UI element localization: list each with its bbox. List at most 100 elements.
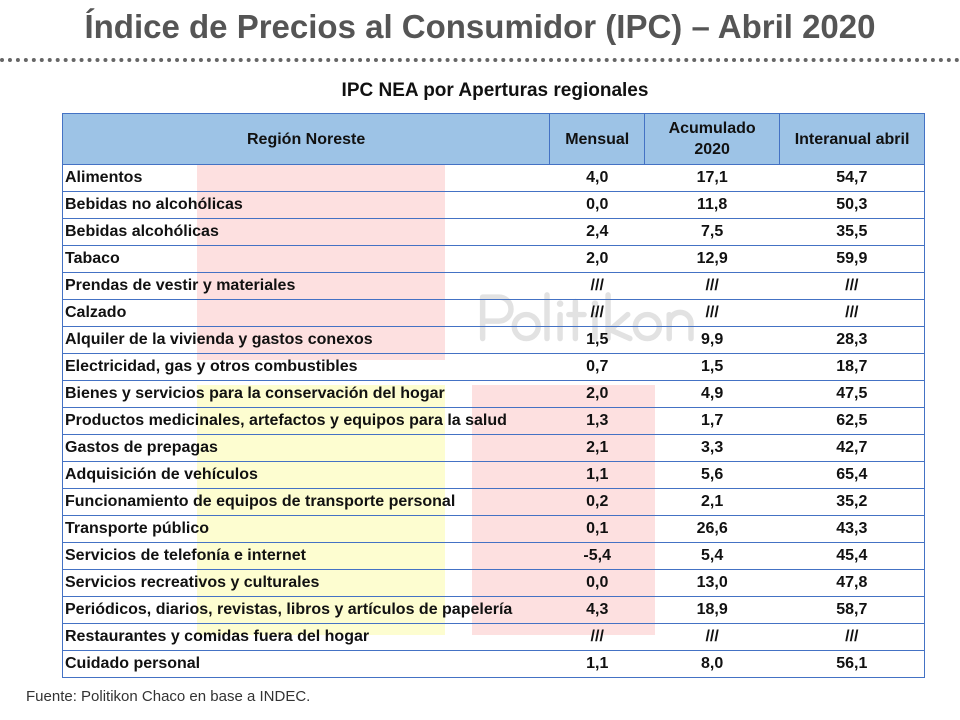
category-cell: Bienes y servicios para la conservación …	[61, 380, 550, 408]
interanual-cell: 50,3	[779, 191, 925, 219]
interanual-cell: 56,1	[779, 650, 925, 678]
acumulado-cell: 5,6	[644, 461, 780, 489]
acumulado-cell: 17,1	[644, 164, 780, 192]
header-interanual: Interanual abril	[779, 113, 925, 165]
table-title: IPC NEA por Aperturas regionales	[341, 80, 649, 101]
header-acumulado-label: Acumulado 2020	[668, 120, 756, 158]
interanual-cell: 42,7	[779, 434, 925, 462]
interanual-cell: 65,4	[779, 461, 925, 489]
table-row: Bienes y servicios para la conservación …	[61, 380, 925, 408]
acumulado-cell: 4,9	[644, 380, 780, 408]
acumulado-cell: ///	[644, 299, 780, 327]
acumulado-cell: 13,0	[644, 569, 780, 597]
source-note: Fuente: Politikon Chaco en base a INDEC.	[26, 688, 310, 705]
acumulado-cell: 1,7	[644, 407, 780, 435]
table-row: Tabaco 2,0 12,9 59,9	[61, 245, 925, 273]
mensual-cell: 2,0	[549, 245, 645, 273]
category-cell: Servicios de telefonía e internet	[61, 542, 550, 570]
table-row: Alquiler de la vivienda y gastos conexos…	[61, 326, 925, 354]
acumulado-cell: 9,9	[644, 326, 780, 354]
category-cell: Productos medicinales, artefactos y equi…	[61, 407, 550, 435]
interanual-cell: 18,7	[779, 353, 925, 381]
table-row: Cuidado personal 1,1 8,0 56,1	[61, 650, 925, 678]
mensual-cell: ///	[549, 299, 645, 327]
interanual-cell: 62,5	[779, 407, 925, 435]
page-title: Índice de Precios al Consumidor (IPC) – …	[84, 8, 876, 45]
table-row: Restaurantes y comidas fuera del hogar//…	[61, 623, 925, 651]
acumulado-cell: 2,1	[644, 488, 780, 516]
mensual-cell: 0,1	[549, 515, 645, 543]
table-row: Productos medicinales, artefactos y equi…	[61, 407, 925, 435]
category-cell: Adquisición de vehículos	[61, 461, 550, 489]
mensual-cell: -5,4	[549, 542, 645, 570]
acumulado-cell: ///	[644, 272, 780, 300]
mensual-cell: 1,5	[549, 326, 645, 354]
interanual-cell: 47,8	[779, 569, 925, 597]
table-row: Bebidas no alcohólicas 0,0 11,8 50,3	[61, 191, 925, 219]
table-row: Servicios recreativos y culturales 0,0 13,…	[61, 569, 925, 597]
mensual-cell: 4,0	[549, 164, 645, 192]
category-cell: Calzado	[61, 299, 550, 327]
interanual-cell: ///	[779, 272, 925, 300]
category-cell: Alimentos	[61, 164, 550, 192]
acumulado-cell: 12,9	[644, 245, 780, 273]
acumulado-cell: 11,8	[644, 191, 780, 219]
interanual-cell: 43,3	[779, 515, 925, 543]
category-cell: Periódicos, diarios, revistas, libros y …	[61, 596, 550, 624]
mensual-cell: 1,3	[549, 407, 645, 435]
mensual-cell: 2,4	[549, 218, 645, 246]
mensual-cell: 1,1	[549, 461, 645, 489]
table-row: Gastos de prepagas 2,1 3,3 42,7	[61, 434, 925, 462]
mensual-cell: ///	[549, 272, 645, 300]
mensual-cell: 0,7	[549, 353, 645, 381]
interanual-cell: ///	[779, 623, 925, 651]
interanual-cell: 35,5	[779, 218, 925, 246]
mensual-cell: 0,0	[549, 191, 645, 219]
category-cell: Prendas de vestir y materiales	[61, 272, 550, 300]
table-row: Prendas de vestir y materiales/////////	[61, 272, 925, 300]
interanual-cell: 45,4	[779, 542, 925, 570]
acumulado-cell: 3,3	[644, 434, 780, 462]
category-cell: Restaurantes y comidas fuera del hogar	[61, 623, 550, 651]
category-cell: Servicios recreativos y culturales	[61, 569, 550, 597]
header-mensual: Mensual	[549, 113, 646, 165]
interanual-cell: 47,5	[779, 380, 925, 408]
mensual-cell: 0,2	[549, 488, 645, 516]
mensual-cell: 2,1	[549, 434, 645, 462]
source-label: Fuente	[26, 688, 73, 705]
acumulado-cell: 7,5	[644, 218, 780, 246]
dotted-divider	[0, 58, 960, 62]
category-cell: Bebidas no alcohólicas	[61, 191, 550, 219]
interanual-cell: 54,7	[779, 164, 925, 192]
acumulado-cell: 1,5	[644, 353, 780, 381]
category-cell: Cuidado personal	[61, 650, 550, 678]
table-row: Calzado/////////	[61, 299, 925, 327]
category-cell: Electricidad, gas y otros combustibles	[61, 353, 550, 381]
source-text: : Politikon Chaco en base a INDEC.	[72, 688, 311, 705]
header-region: Región Noreste	[61, 113, 551, 165]
acumulado-cell: 8,0	[644, 650, 780, 678]
category-cell: Transporte público	[61, 515, 550, 543]
acumulado-cell: 5,4	[644, 542, 780, 570]
table-row: Adquisición de vehículos 1,1 5,6 65,4	[61, 461, 925, 489]
table-row: Bebidas alcohólicas 2,4 7,5 35,5	[61, 218, 925, 246]
acumulado-cell: 18,9	[644, 596, 780, 624]
category-cell: Alquiler de la vivienda y gastos conexos	[61, 326, 550, 354]
table-row: Transporte público 0,1 26,6 43,3	[61, 515, 925, 543]
ipc-table: Región Noreste Mensual Acumulado 2020 In…	[61, 113, 925, 678]
mensual-cell: 1,1	[549, 650, 645, 678]
category-cell: Tabaco	[61, 245, 550, 273]
table-row: Funcionamiento de equipos de transporte …	[61, 488, 925, 516]
acumulado-cell: 26,6	[644, 515, 780, 543]
interanual-cell: 59,9	[779, 245, 925, 273]
header-acumulado: Acumulado 2020	[644, 113, 781, 165]
acumulado-cell: ///	[644, 623, 780, 651]
table-header: Región Noreste Mensual Acumulado 2020 In…	[61, 113, 925, 165]
category-cell: Gastos de prepagas	[61, 434, 550, 462]
mensual-cell: 0,0	[549, 569, 645, 597]
category-cell: Funcionamiento de equipos de transporte …	[61, 488, 550, 516]
mensual-cell: ///	[549, 623, 645, 651]
interanual-cell: 35,2	[779, 488, 925, 516]
interanual-cell: ///	[779, 299, 925, 327]
table-row: Servicios de telefonía e internet -5,4 5,4…	[61, 542, 925, 570]
